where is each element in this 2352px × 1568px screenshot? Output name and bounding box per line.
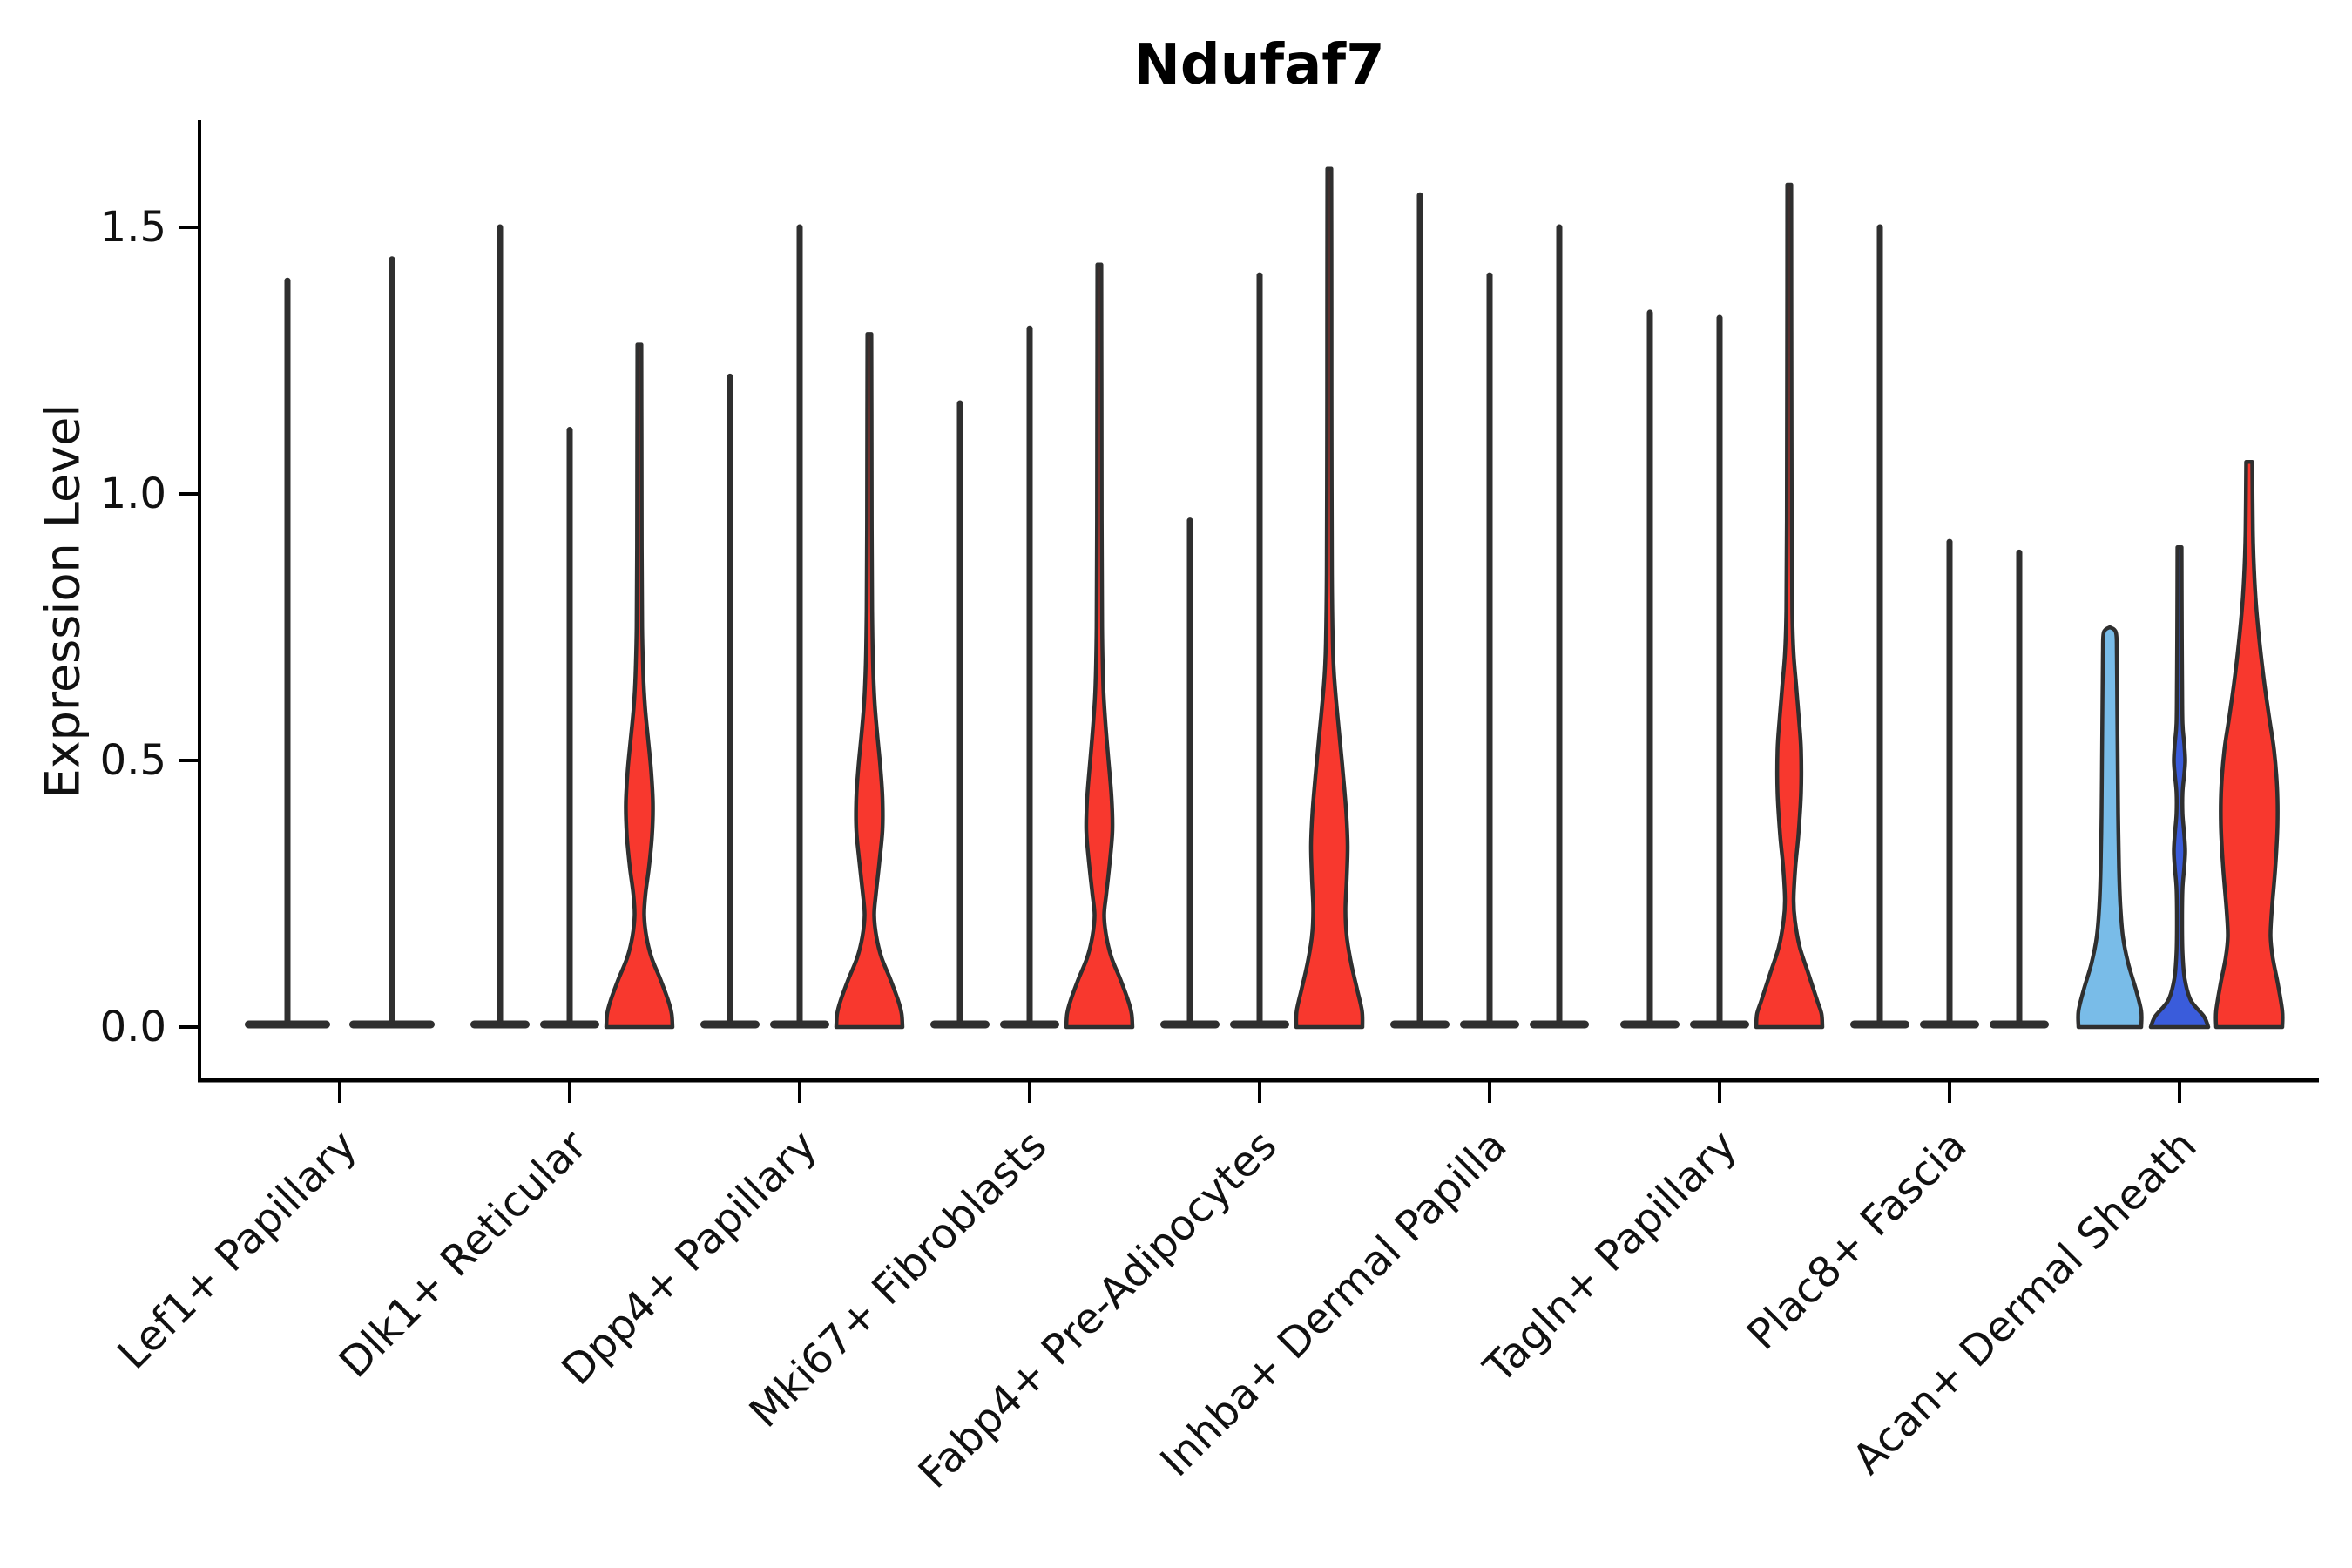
x-tick-label-lef1-papillary: Lef1+ Papillary: [109, 1121, 367, 1379]
violin-acan-dermal-sheath-1: [2076, 625, 2144, 1030]
violin-acan-dermal-sheath-3: [2213, 460, 2285, 1030]
y-tick-label-1.0: 1.0: [100, 470, 166, 518]
y-axis-label: Expression Level: [35, 403, 91, 799]
y-tick-label-0.0: 0.0: [100, 1003, 166, 1051]
chart-title: Ndufaf7: [1133, 33, 1385, 98]
x-tick-label-dlk1-reticular: Dlk1+ Reticular: [330, 1121, 597, 1388]
violin-fabp4-pre-adipocytes-3: [1294, 166, 1365, 1030]
violin-mki67-fibroblasts-3: [1064, 262, 1135, 1030]
x-tick-label-plac8-fascia: Plac8+ Fascia: [1738, 1121, 1977, 1360]
y-tick-label-0.5: 0.5: [100, 736, 166, 785]
violin-acan-dermal-sheath-2: [2148, 544, 2211, 1030]
violin-dpp4-papillary-3: [834, 332, 905, 1030]
violin-dlk1-reticular-3: [604, 342, 675, 1030]
x-tick-label-tagln-papillary: Tagln+ Papillary: [1474, 1121, 1746, 1393]
violin-tagln-papillary-3: [1754, 182, 1825, 1030]
x-tick-label-dpp4-papillary: Dpp4+ Papillary: [552, 1121, 826, 1395]
y-tick-label-1.5: 1.5: [100, 203, 166, 252]
